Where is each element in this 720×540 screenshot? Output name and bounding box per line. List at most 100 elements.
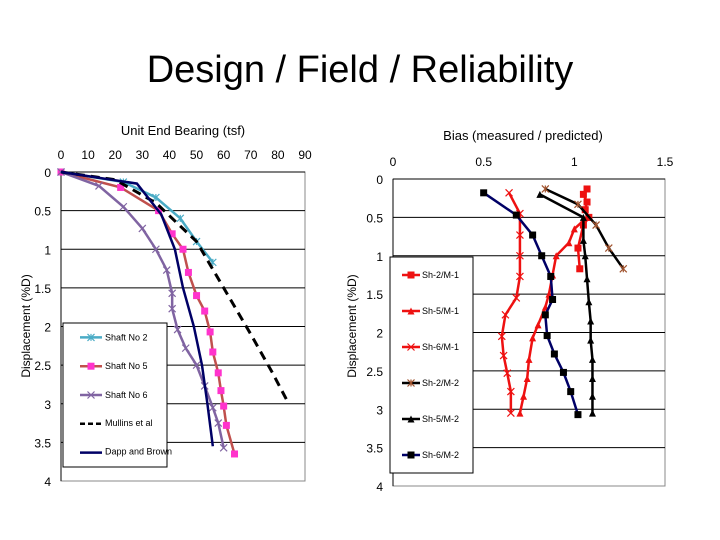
y-axis-label: Displacement (%D)	[345, 274, 359, 377]
data-point	[516, 231, 524, 239]
legend-marker	[407, 415, 415, 423]
data-point	[574, 200, 582, 209]
data-point	[619, 264, 628, 273]
data-point	[567, 388, 575, 396]
legend: Sh-2/M-1 Sh-5/M-1 Sh-6/M-1 Sh-2/M-2 Sh-5/M-2…	[389, 256, 474, 474]
series-line	[482, 191, 580, 415]
legend-box	[389, 256, 474, 474]
series-sh-2-m-2	[541, 185, 628, 273]
data-point	[547, 272, 555, 280]
data-point	[162, 266, 171, 275]
data-point	[549, 295, 557, 303]
data-point	[529, 334, 537, 342]
data-point	[119, 202, 128, 211]
y-tick-label: 2	[44, 321, 51, 335]
data-point	[588, 409, 596, 417]
data-point	[179, 245, 187, 253]
series-line	[60, 170, 215, 447]
series-line	[60, 170, 291, 405]
legend-marker	[407, 379, 415, 387]
data-point	[543, 332, 551, 340]
data-point	[574, 411, 582, 419]
x-tick-label: 0	[390, 155, 397, 169]
data-point	[184, 268, 192, 276]
legend-label: Dapp and Brown	[105, 447, 172, 457]
y-tick-label: 2.5	[34, 359, 51, 373]
data-point	[181, 344, 190, 353]
x-tick-label: 20	[109, 148, 123, 162]
y-tick-label: 3	[44, 398, 51, 412]
legend: Shaft No 2 Shaft No 5 Shaft No 6 Mullins et…	[62, 322, 172, 468]
data-point	[570, 225, 578, 233]
data-point	[516, 251, 524, 260]
legend-marker	[407, 343, 415, 351]
legend-label: Sh-2/M-1	[422, 270, 459, 280]
y-tick-label: 0	[376, 173, 383, 187]
y-tick-label: 0	[44, 166, 51, 180]
legend-marker	[87, 333, 95, 342]
y-tick-label: 0.5	[366, 211, 383, 225]
y-tick-label: 2.5	[366, 365, 383, 379]
legend-label: Shaft No 6	[105, 390, 148, 400]
data-point	[151, 193, 160, 202]
data-point	[168, 289, 177, 298]
data-point	[581, 206, 589, 214]
data-point	[583, 185, 591, 193]
data-point	[209, 348, 217, 356]
legend-marker	[407, 307, 415, 315]
data-point	[168, 230, 176, 238]
data-point	[231, 450, 239, 458]
x-tick-label: 40	[163, 148, 177, 162]
y-tick-label: 1	[376, 250, 383, 264]
series-sh-6-m-1	[497, 188, 524, 418]
data-point	[173, 325, 182, 334]
data-point	[579, 213, 587, 221]
data-point	[176, 214, 185, 223]
data-point	[520, 392, 528, 400]
x-tick-label: 10	[81, 148, 95, 162]
data-point	[516, 409, 524, 417]
data-point	[538, 252, 546, 260]
data-point	[501, 310, 510, 319]
chart-unit-end-bearing: Unit End Bearing (tsf) Displacement (%D) 0…	[19, 123, 312, 489]
data-point	[581, 252, 589, 260]
series-sh-6-m-2	[480, 189, 582, 419]
x-tick-label: 60	[217, 148, 231, 162]
data-point	[541, 311, 549, 319]
data-point	[541, 185, 550, 193]
data-point	[588, 375, 596, 383]
data-point	[545, 290, 553, 298]
data-point	[222, 421, 230, 429]
data-point	[604, 244, 613, 252]
data-point	[512, 211, 520, 219]
data-point	[219, 443, 228, 452]
legend-marker	[87, 362, 95, 370]
data-point	[576, 265, 584, 273]
data-point	[214, 419, 223, 427]
legend-label: Shaft No 5	[105, 361, 148, 371]
legend-label: Sh-6/M-2	[422, 450, 459, 460]
legend-label: Sh-6/M-1	[422, 342, 459, 352]
legend-label: Sh-2/M-2	[422, 378, 459, 388]
data-point	[585, 298, 593, 306]
data-point	[206, 328, 214, 336]
y-tick-label: 3.5	[34, 436, 51, 450]
chart-bias: Bias (measured / predicted) Displacement …	[345, 128, 674, 494]
x-tick-label: 0.5	[475, 155, 492, 169]
chart-title: Unit End Bearing (tsf)	[121, 123, 245, 138]
data-point	[579, 236, 587, 244]
legend-marker	[407, 451, 415, 459]
x-tick-label: 1	[571, 155, 578, 169]
data-point	[217, 387, 225, 395]
data-point	[192, 361, 201, 370]
data-point	[214, 369, 222, 377]
data-point	[497, 332, 506, 341]
data-point	[552, 252, 560, 260]
x-tick-label: 0	[58, 148, 65, 162]
data-point	[503, 369, 512, 378]
y-axis-label: Displacement (%D)	[19, 274, 33, 377]
data-point	[588, 392, 596, 400]
data-point	[559, 368, 567, 376]
data-point	[536, 190, 544, 198]
